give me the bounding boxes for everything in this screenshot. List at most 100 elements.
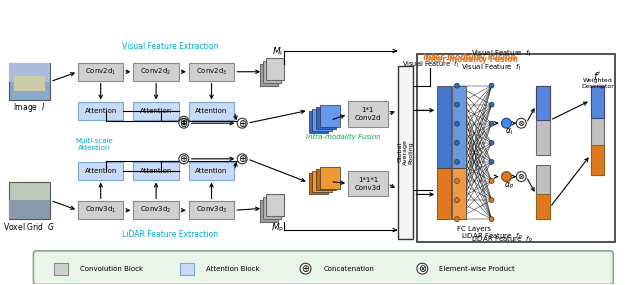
Polygon shape — [308, 173, 328, 194]
FancyBboxPatch shape — [133, 63, 179, 81]
Circle shape — [454, 160, 460, 164]
FancyBboxPatch shape — [266, 194, 284, 216]
FancyBboxPatch shape — [591, 145, 604, 175]
FancyBboxPatch shape — [189, 102, 234, 120]
Text: Convolution Block: Convolution Block — [80, 266, 143, 272]
Text: Visual Feature  $f_\mathrm{I}$: Visual Feature $f_\mathrm{I}$ — [461, 63, 522, 73]
Circle shape — [489, 178, 494, 184]
Polygon shape — [316, 169, 336, 190]
Circle shape — [454, 141, 460, 145]
Circle shape — [237, 154, 247, 164]
Circle shape — [489, 121, 494, 126]
Text: Element-wise Product: Element-wise Product — [439, 266, 515, 272]
Text: Weighted
Descriptor: Weighted Descriptor — [581, 78, 614, 89]
Circle shape — [454, 178, 460, 184]
Text: $\otimes$: $\otimes$ — [517, 172, 525, 181]
FancyBboxPatch shape — [263, 198, 281, 219]
FancyBboxPatch shape — [536, 86, 550, 120]
FancyBboxPatch shape — [180, 263, 194, 275]
FancyBboxPatch shape — [133, 102, 179, 120]
Text: Conv2d: Conv2d — [355, 115, 381, 121]
FancyBboxPatch shape — [536, 86, 550, 155]
Circle shape — [489, 160, 494, 164]
Text: Concatenation: Concatenation — [323, 266, 374, 272]
Text: Attention: Attention — [195, 168, 228, 174]
Circle shape — [454, 121, 460, 126]
Text: Conv2d$_2$: Conv2d$_2$ — [140, 67, 172, 77]
Text: $M_\mathrm{P}$: $M_\mathrm{P}$ — [271, 222, 285, 234]
Text: $\otimes$: $\otimes$ — [517, 119, 525, 128]
Text: Conv2d$_1$: Conv2d$_1$ — [85, 67, 116, 77]
Text: $\oplus$: $\oplus$ — [237, 118, 247, 129]
Text: Attention: Attention — [140, 168, 172, 174]
FancyBboxPatch shape — [260, 64, 278, 86]
FancyBboxPatch shape — [54, 263, 68, 275]
Circle shape — [489, 198, 494, 203]
Text: Conv3d$_2$: Conv3d$_2$ — [140, 205, 172, 215]
Text: $\oplus$: $\oplus$ — [179, 116, 188, 127]
Circle shape — [237, 118, 247, 128]
Text: Attention: Attention — [195, 108, 228, 114]
Circle shape — [454, 198, 460, 203]
Text: Visual Feature  $f_\mathrm{I}$: Visual Feature $f_\mathrm{I}$ — [402, 60, 459, 70]
FancyBboxPatch shape — [78, 201, 124, 219]
FancyBboxPatch shape — [189, 63, 234, 81]
Text: LiDAR Feature Extraction: LiDAR Feature Extraction — [122, 229, 218, 239]
Polygon shape — [321, 105, 340, 127]
Circle shape — [454, 217, 460, 222]
Text: LiDAR Feature  $f_\mathrm{P}$: LiDAR Feature $f_\mathrm{P}$ — [470, 235, 532, 245]
Circle shape — [489, 83, 494, 88]
Circle shape — [300, 263, 311, 274]
Circle shape — [454, 102, 460, 107]
Circle shape — [516, 172, 526, 182]
FancyBboxPatch shape — [266, 58, 284, 80]
Text: Attention Block: Attention Block — [205, 266, 259, 272]
Text: $\alpha_\mathrm{I}$: $\alpha_\mathrm{I}$ — [506, 127, 513, 137]
Text: $\otimes$: $\otimes$ — [418, 263, 427, 274]
FancyBboxPatch shape — [536, 194, 550, 219]
Circle shape — [417, 263, 428, 274]
Text: $\alpha_\mathrm{P}$: $\alpha_\mathrm{P}$ — [504, 180, 515, 191]
Text: Inter-modality Fusion: Inter-modality Fusion — [425, 55, 518, 64]
FancyBboxPatch shape — [78, 102, 124, 120]
FancyBboxPatch shape — [78, 162, 124, 180]
Text: $\oplus$: $\oplus$ — [179, 153, 188, 164]
Circle shape — [502, 172, 511, 182]
FancyBboxPatch shape — [348, 171, 388, 196]
Text: Conv2d$_3$: Conv2d$_3$ — [196, 67, 227, 77]
Text: Conv3d$_3$: Conv3d$_3$ — [196, 205, 227, 215]
FancyBboxPatch shape — [591, 86, 604, 175]
Text: Inter-modality Fusion: Inter-modality Fusion — [423, 53, 516, 62]
Text: Visual Feature  $f_\mathrm{I}$: Visual Feature $f_\mathrm{I}$ — [472, 49, 532, 59]
FancyBboxPatch shape — [437, 168, 451, 219]
FancyBboxPatch shape — [452, 168, 466, 219]
Text: Intra-modality Fusion: Intra-modality Fusion — [306, 134, 380, 140]
Text: Multi-scale
Attention: Multi-scale Attention — [75, 139, 113, 151]
Text: $M_\mathrm{I}$: $M_\mathrm{I}$ — [273, 46, 284, 58]
Text: Attention: Attention — [140, 108, 172, 114]
FancyBboxPatch shape — [536, 165, 550, 219]
Text: $\oplus$: $\oplus$ — [179, 118, 188, 129]
Polygon shape — [321, 167, 340, 188]
Circle shape — [179, 118, 189, 128]
FancyBboxPatch shape — [9, 182, 50, 219]
Text: Attention: Attention — [84, 108, 117, 114]
FancyBboxPatch shape — [9, 63, 50, 82]
FancyBboxPatch shape — [133, 201, 179, 219]
Text: $\oplus$: $\oplus$ — [237, 153, 247, 164]
Text: 1*1: 1*1 — [362, 107, 374, 113]
Circle shape — [489, 217, 494, 222]
FancyBboxPatch shape — [189, 162, 234, 180]
Text: Image  $I$: Image $I$ — [13, 101, 45, 114]
Polygon shape — [312, 109, 332, 131]
Text: Visual Feature Extraction: Visual Feature Extraction — [122, 42, 218, 50]
Text: Conv3d: Conv3d — [355, 184, 381, 191]
FancyBboxPatch shape — [13, 76, 45, 91]
Polygon shape — [308, 111, 328, 133]
FancyBboxPatch shape — [133, 162, 179, 180]
Text: $\oplus$: $\oplus$ — [301, 263, 310, 274]
Text: LiDAR Feature  $f_\mathrm{P}$: LiDAR Feature $f_\mathrm{P}$ — [461, 232, 522, 242]
FancyBboxPatch shape — [189, 201, 234, 219]
Text: Global
Average
Pooling: Global Average Pooling — [397, 139, 414, 165]
FancyBboxPatch shape — [9, 200, 50, 219]
